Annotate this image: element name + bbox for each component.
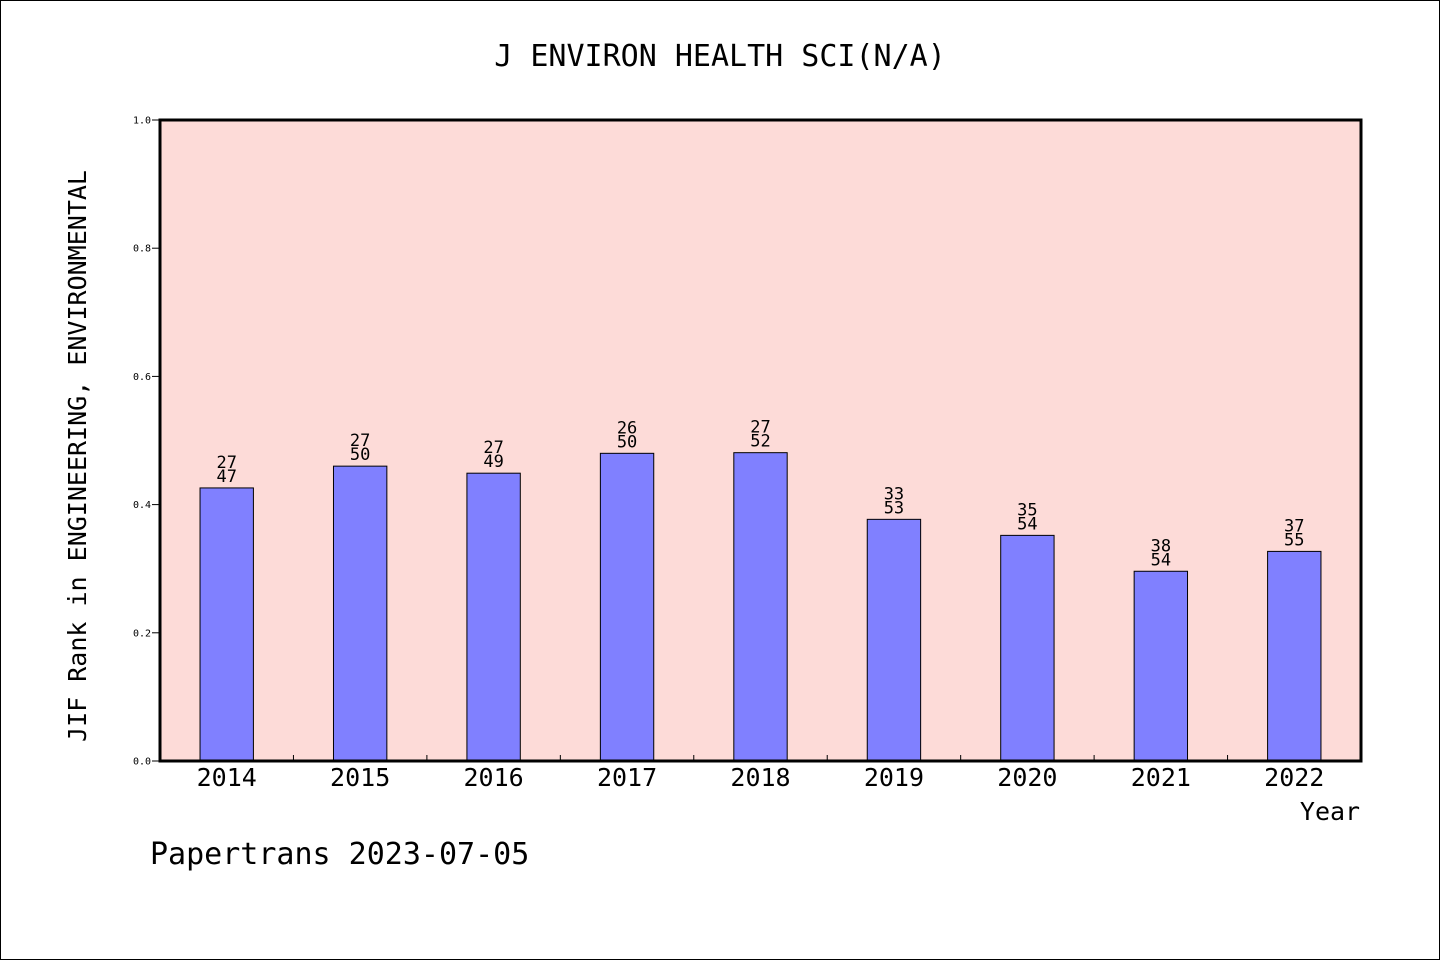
x-tick-label: 2017 bbox=[597, 763, 657, 792]
total-label-2018: 52 bbox=[750, 432, 770, 452]
x-tick-label: 2014 bbox=[197, 763, 257, 792]
x-axis-title: Year bbox=[1300, 797, 1360, 826]
rank-label-2017: 26 bbox=[617, 418, 637, 438]
y-tick-label: 0.0 bbox=[133, 757, 151, 768]
rank-label-2020: 35 bbox=[1017, 500, 1037, 520]
rank-label-2014: 27 bbox=[216, 453, 236, 473]
rank-label-2016: 27 bbox=[483, 438, 503, 458]
y-axis: 0.0 0.2 0.4 0.6 0.8 1.0 bbox=[133, 116, 160, 768]
rank-label-2015: 27 bbox=[350, 431, 370, 451]
total-label-2015: 50 bbox=[350, 445, 370, 465]
y-tick-label: 0.8 bbox=[133, 244, 151, 255]
x-tick-label: 2015 bbox=[330, 763, 390, 792]
rank-label-2022: 37 bbox=[1284, 516, 1304, 536]
total-label-2014: 47 bbox=[216, 467, 236, 487]
x-tick-label: 2019 bbox=[864, 763, 924, 792]
y-tick-label: 0.4 bbox=[133, 500, 151, 511]
y-tick-label: 0.6 bbox=[133, 372, 151, 383]
x-tick-label: 2020 bbox=[997, 763, 1057, 792]
total-label-2016: 49 bbox=[483, 452, 503, 472]
plot-border bbox=[158, 118, 1363, 763]
bar-2017 bbox=[599, 452, 655, 762]
bar-2015 bbox=[332, 465, 388, 762]
bar-2022 bbox=[1267, 550, 1322, 762]
bar-2014 bbox=[199, 487, 254, 762]
total-label-2020: 54 bbox=[1017, 514, 1037, 534]
footer-credit: Papertrans 2023-07-05 bbox=[150, 837, 529, 872]
total-label-2017: 50 bbox=[617, 432, 637, 452]
rank-label-2018: 27 bbox=[750, 418, 770, 438]
x-tick-label: 2018 bbox=[730, 763, 790, 792]
rank-label-2019: 33 bbox=[884, 484, 904, 504]
y-tick-label: 1.0 bbox=[133, 116, 151, 127]
y-axis-title: JIF Rank in ENGINEERING, ENVIRONMENTAL bbox=[63, 170, 92, 742]
bar-2018 bbox=[733, 452, 788, 762]
bar-2016 bbox=[466, 472, 521, 762]
x-tick-label: 2016 bbox=[464, 763, 524, 792]
rank-label-2021: 38 bbox=[1151, 536, 1171, 556]
chart-title: J ENVIRON HEALTH SCI(N/A) bbox=[494, 39, 946, 74]
x-tick-label: 2022 bbox=[1264, 763, 1324, 792]
bar-2020 bbox=[1000, 534, 1055, 762]
x-axis: 2014 2015 2016 2017 2018 2019 2020 2021 2022 bbox=[197, 755, 1324, 792]
x-tick-label: 2021 bbox=[1131, 763, 1191, 792]
bar-2019 bbox=[866, 518, 922, 762]
total-label-2019: 53 bbox=[884, 498, 904, 518]
bar-2021 bbox=[1133, 570, 1189, 762]
total-label-2021: 54 bbox=[1151, 550, 1171, 570]
y-tick-label: 0.2 bbox=[133, 628, 151, 639]
total-label-2022: 55 bbox=[1284, 530, 1304, 550]
